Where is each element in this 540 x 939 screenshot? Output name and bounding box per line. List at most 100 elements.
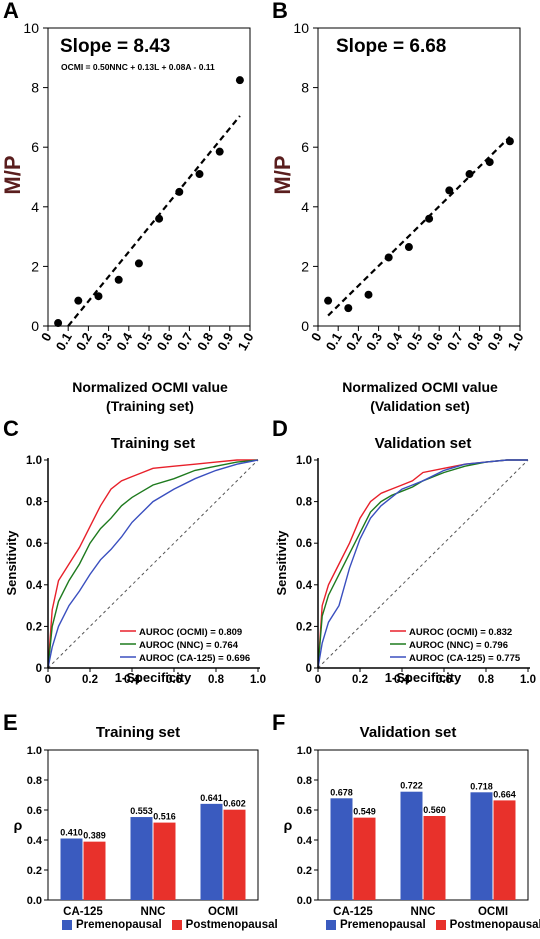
- bar-value-label: 0.549: [353, 807, 376, 817]
- chance-diagonal: [317, 459, 529, 669]
- data-point: [74, 296, 83, 305]
- y-axis-label: Sensitivity: [4, 530, 19, 596]
- bar-post: [493, 800, 516, 900]
- data-point: [195, 170, 204, 179]
- y-tick-label: 0.2: [27, 865, 42, 877]
- y-tick-label: 0.2: [297, 865, 312, 877]
- y-tick-label: 0.0: [297, 895, 312, 907]
- data-point: [445, 186, 454, 195]
- bar-value-label: 0.410: [60, 828, 83, 838]
- y-tick-label: 0.8: [296, 497, 313, 509]
- bar-post: [83, 841, 106, 900]
- fit-line: [67, 115, 241, 327]
- legend-label-red: AUROC (OCMI) = 0.809: [139, 627, 242, 638]
- y-tick-label: 0.2: [26, 621, 42, 633]
- x-axis-label: 1-Specificity: [115, 670, 192, 685]
- chart-title: Validation set: [360, 724, 457, 741]
- x-tick-label: 0.3: [93, 330, 115, 353]
- y-tick-label: 4: [301, 199, 309, 215]
- category-label: OCMI: [208, 906, 238, 917]
- y-tick-label: 0.2: [296, 621, 312, 633]
- y-tick-label: 0.4: [297, 835, 313, 847]
- fit-line: [327, 135, 511, 317]
- legend-label-green: AUROC (NNC) = 0.796: [409, 640, 508, 651]
- category-label: OCMI: [478, 906, 508, 917]
- panel-letter-a: A: [3, 0, 19, 23]
- bar-pre: [60, 838, 83, 900]
- data-point: [384, 253, 393, 262]
- category-label: CA-125: [63, 906, 103, 917]
- y-tick-label: 2: [301, 258, 309, 274]
- data-point: [505, 137, 514, 146]
- x-tick-label: 0.8: [478, 674, 495, 685]
- y-tick-label: 0: [306, 663, 312, 675]
- bar-value-label: 0.516: [153, 812, 176, 822]
- category-label: NNC: [411, 906, 436, 917]
- panel-letter-d: D: [272, 416, 288, 441]
- bar-pre: [400, 791, 423, 900]
- x-tick-label: 0.4: [113, 329, 135, 353]
- x-tick-label: 0.1: [53, 330, 75, 353]
- plot-frame: [317, 749, 529, 901]
- legend-swatch-post: [435, 920, 446, 930]
- y-tick-label: 0.6: [26, 538, 42, 550]
- data-point: [114, 275, 123, 284]
- x-tick-label: 0.6: [424, 330, 446, 353]
- x-tick-label: 0.2: [343, 330, 365, 353]
- y-tick-label: 0: [301, 318, 309, 334]
- y-tick-label: 4: [31, 199, 39, 215]
- data-point: [215, 147, 224, 156]
- legend-label-green: AUROC (NNC) = 0.764: [139, 640, 239, 651]
- x-tick-label: 1.0: [505, 330, 527, 353]
- data-point: [134, 259, 143, 268]
- data-point: [364, 290, 373, 299]
- legend-swatch-post: [171, 920, 182, 930]
- x-tick-label: 0: [38, 330, 55, 344]
- y-tick-label: 0.6: [27, 805, 42, 817]
- slope-label: Slope = 6.68: [336, 36, 446, 57]
- data-point: [155, 214, 164, 223]
- legend-label-red: AUROC (OCMI) = 0.832: [409, 627, 512, 638]
- x-axis-label-line1: Normalized OCMI value: [72, 379, 228, 395]
- scatter-chart-validation: M/P Slope = 6.68 Normalized OCMI value (…: [270, 20, 527, 414]
- bar-value-label: 0.664: [493, 789, 516, 799]
- x-tick-label: 0.2: [352, 674, 368, 685]
- x-tick-label: 0.4: [383, 329, 405, 353]
- x-tick-label: 1.0: [235, 330, 257, 353]
- bar-pre: [200, 803, 223, 900]
- y-tick-label: 0: [31, 318, 39, 334]
- data-point: [425, 214, 434, 223]
- bar-pre: [130, 817, 153, 900]
- x-tick-label: 0.9: [214, 330, 236, 353]
- bar-chart-validation: Validation set ρ 0.0 0.2 0.4 0.6 0.8 1.0 CA-12…: [284, 724, 529, 917]
- y-tick-label: 10: [23, 20, 39, 36]
- category-label: CA-125: [333, 906, 373, 917]
- bar-chart-training: Training set ρ 0.0 0.2 0.4 0.6 0.8 1.0 CA-125 0…: [14, 724, 259, 917]
- bar-pre: [330, 798, 353, 900]
- x-tick-label: 0.1: [323, 330, 345, 353]
- x-tick-label: 0: [45, 674, 51, 685]
- bar-post: [153, 822, 176, 900]
- x-tick-label: 0.6: [436, 674, 452, 685]
- bar-legend-validation: Premenopausal Postmenopausal: [326, 919, 540, 931]
- roc-curve-green: [47, 459, 259, 669]
- legend-label-post: Postmenopausal: [449, 919, 540, 931]
- x-tick-label: 0.5: [134, 330, 156, 353]
- y-tick-label: 0.8: [297, 775, 312, 787]
- x-tick-label: 0.9: [484, 330, 506, 353]
- x-tick-label: 0: [315, 674, 321, 685]
- category-label: NNC: [141, 906, 166, 917]
- bar-post: [423, 816, 446, 900]
- bar-value-label: 0.602: [223, 799, 246, 809]
- roc-curve-red: [47, 459, 258, 669]
- data-point: [54, 319, 63, 328]
- x-tick-label: 0.2: [73, 330, 95, 353]
- x-tick-label: 0: [308, 330, 325, 344]
- y-tick-label: 0.8: [26, 497, 43, 509]
- y-tick-label: 0.0: [27, 895, 42, 907]
- data-point: [235, 76, 244, 85]
- y-tick-label: 6: [31, 139, 39, 155]
- chart-title: Validation set: [375, 435, 472, 452]
- bar-pre: [470, 792, 493, 900]
- data-point: [175, 187, 184, 196]
